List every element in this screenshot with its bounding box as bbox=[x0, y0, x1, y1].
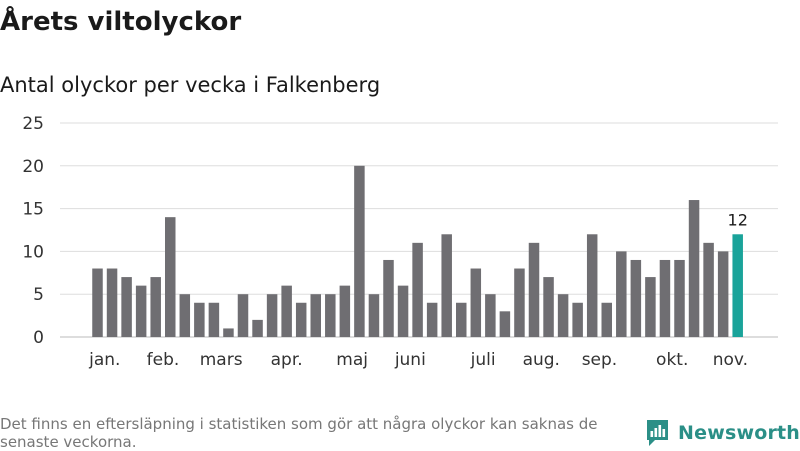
bar bbox=[470, 268, 482, 337]
bar bbox=[601, 302, 612, 337]
bar bbox=[121, 277, 132, 337]
bar bbox=[106, 268, 118, 337]
bar bbox=[412, 242, 423, 337]
bar bbox=[717, 251, 729, 337]
bar bbox=[223, 328, 234, 337]
y-tick-label: 25 bbox=[22, 114, 44, 134]
bar bbox=[310, 294, 321, 337]
bar bbox=[252, 319, 263, 337]
x-tick-label: jan. bbox=[88, 350, 120, 370]
x-tick-label: okt. bbox=[656, 350, 688, 370]
x-tick-label: sep. bbox=[582, 350, 618, 370]
bar bbox=[528, 242, 540, 337]
bar bbox=[368, 294, 380, 337]
bar bbox=[397, 285, 409, 337]
brand-logo: Newsworthy bbox=[645, 418, 800, 448]
y-tick-label: 20 bbox=[22, 157, 44, 177]
x-tick-label: juni bbox=[394, 350, 426, 370]
bar bbox=[426, 302, 438, 337]
bar bbox=[92, 268, 103, 337]
bar bbox=[354, 165, 365, 337]
bar bbox=[499, 311, 511, 337]
bar bbox=[135, 285, 147, 337]
bar bbox=[616, 251, 627, 337]
chart-subtitle: Antal olyckor per vecka i Falkenberg bbox=[0, 73, 381, 97]
bar-chart: 0 5 10 15 20 25 12 jan. feb. mars apr. maj juni juli a… bbox=[22, 114, 778, 370]
bar bbox=[150, 277, 161, 337]
bar bbox=[630, 259, 642, 337]
bar bbox=[572, 302, 583, 337]
footnote: Det finns en eftersläpning i statistiken… bbox=[0, 415, 598, 451]
bar bbox=[295, 302, 307, 337]
bar bbox=[456, 302, 467, 337]
y-tick-label: 0 bbox=[33, 328, 44, 348]
bar bbox=[179, 294, 191, 337]
x-tick-label: feb. bbox=[147, 350, 180, 370]
bar bbox=[325, 294, 336, 337]
bar bbox=[383, 259, 394, 337]
bar bbox=[543, 277, 554, 337]
brand-name: Newsworthy bbox=[678, 422, 800, 444]
x-tick-label: aug. bbox=[523, 350, 560, 370]
bar bbox=[485, 294, 496, 337]
bar bbox=[514, 268, 525, 337]
x-tick-label: apr. bbox=[271, 350, 303, 370]
x-tick-label: juli bbox=[470, 350, 496, 370]
x-tick-label: nov. bbox=[713, 350, 748, 370]
bar bbox=[165, 217, 176, 337]
bar bbox=[441, 234, 452, 337]
bar bbox=[208, 302, 220, 337]
bar bbox=[266, 294, 278, 337]
bar bbox=[674, 259, 685, 337]
bar bbox=[237, 294, 249, 337]
bar bbox=[281, 285, 292, 337]
bar bbox=[557, 294, 569, 337]
bar bbox=[339, 285, 351, 337]
x-tick-label: maj bbox=[336, 350, 368, 370]
bar-highlight bbox=[732, 234, 743, 337]
bar bbox=[703, 242, 714, 337]
bar bbox=[194, 302, 205, 337]
bar bbox=[586, 234, 598, 337]
bar bbox=[659, 259, 671, 337]
y-tick-label: 10 bbox=[22, 242, 44, 262]
newsworthy-logo-icon bbox=[647, 420, 668, 446]
y-tick-label: 15 bbox=[22, 200, 44, 220]
bar bbox=[688, 200, 700, 337]
bar bbox=[645, 277, 656, 337]
x-tick-label: mars bbox=[200, 350, 243, 370]
bar-value-label: 12 bbox=[728, 210, 748, 229]
y-tick-label: 5 bbox=[33, 285, 44, 305]
chart-title: Årets viltolyckor bbox=[0, 7, 242, 37]
